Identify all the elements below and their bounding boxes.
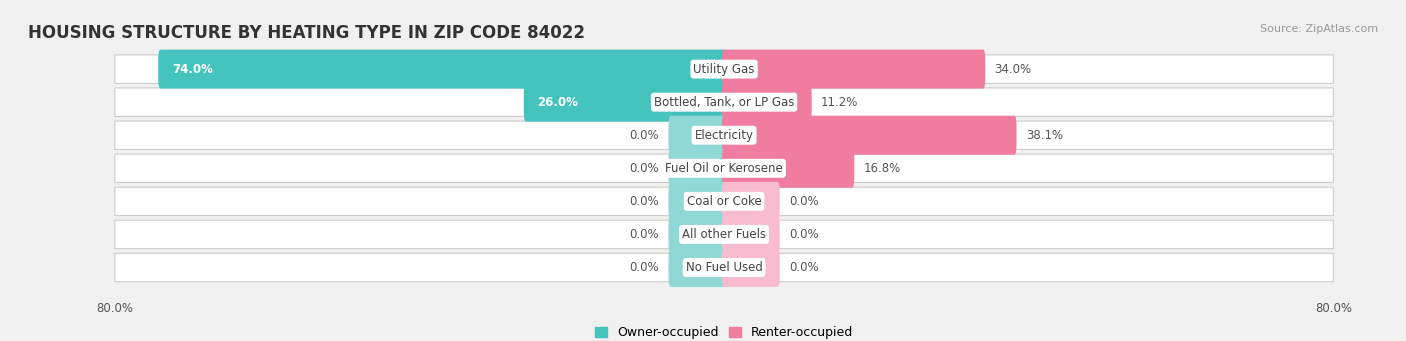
Text: 74.0%: 74.0%: [172, 63, 212, 76]
Text: Utility Gas: Utility Gas: [693, 63, 755, 76]
Text: Fuel Oil or Kerosene: Fuel Oil or Kerosene: [665, 162, 783, 175]
FancyBboxPatch shape: [721, 215, 780, 254]
Text: 0.0%: 0.0%: [789, 228, 818, 241]
FancyBboxPatch shape: [668, 248, 727, 287]
Text: No Fuel Used: No Fuel Used: [686, 261, 762, 274]
Text: 11.2%: 11.2%: [821, 96, 858, 109]
FancyBboxPatch shape: [115, 121, 1333, 149]
FancyBboxPatch shape: [115, 55, 1333, 83]
Text: 0.0%: 0.0%: [630, 195, 659, 208]
Text: Coal or Coke: Coal or Coke: [686, 195, 762, 208]
FancyBboxPatch shape: [721, 149, 855, 188]
Legend: Owner-occupied, Renter-occupied: Owner-occupied, Renter-occupied: [592, 324, 856, 341]
Text: 38.1%: 38.1%: [1026, 129, 1063, 142]
Text: 0.0%: 0.0%: [630, 228, 659, 241]
Text: All other Fuels: All other Fuels: [682, 228, 766, 241]
FancyBboxPatch shape: [115, 187, 1333, 216]
Text: 0.0%: 0.0%: [630, 261, 659, 274]
FancyBboxPatch shape: [721, 50, 986, 89]
FancyBboxPatch shape: [668, 215, 727, 254]
Text: Electricity: Electricity: [695, 129, 754, 142]
Text: 0.0%: 0.0%: [630, 162, 659, 175]
FancyBboxPatch shape: [668, 149, 727, 188]
FancyBboxPatch shape: [115, 220, 1333, 249]
Text: 16.8%: 16.8%: [863, 162, 901, 175]
Text: Bottled, Tank, or LP Gas: Bottled, Tank, or LP Gas: [654, 96, 794, 109]
FancyBboxPatch shape: [115, 253, 1333, 282]
Text: Source: ZipAtlas.com: Source: ZipAtlas.com: [1260, 24, 1378, 34]
FancyBboxPatch shape: [721, 248, 780, 287]
FancyBboxPatch shape: [668, 182, 727, 221]
FancyBboxPatch shape: [115, 88, 1333, 116]
Text: 34.0%: 34.0%: [994, 63, 1032, 76]
Text: 0.0%: 0.0%: [789, 195, 818, 208]
FancyBboxPatch shape: [159, 50, 727, 89]
Text: 0.0%: 0.0%: [789, 261, 818, 274]
Text: 26.0%: 26.0%: [537, 96, 578, 109]
FancyBboxPatch shape: [721, 116, 1017, 155]
Text: HOUSING STRUCTURE BY HEATING TYPE IN ZIP CODE 84022: HOUSING STRUCTURE BY HEATING TYPE IN ZIP…: [28, 24, 585, 42]
FancyBboxPatch shape: [115, 154, 1333, 182]
FancyBboxPatch shape: [721, 83, 811, 122]
FancyBboxPatch shape: [524, 83, 727, 122]
FancyBboxPatch shape: [668, 116, 727, 155]
FancyBboxPatch shape: [721, 182, 780, 221]
Text: 0.0%: 0.0%: [630, 129, 659, 142]
